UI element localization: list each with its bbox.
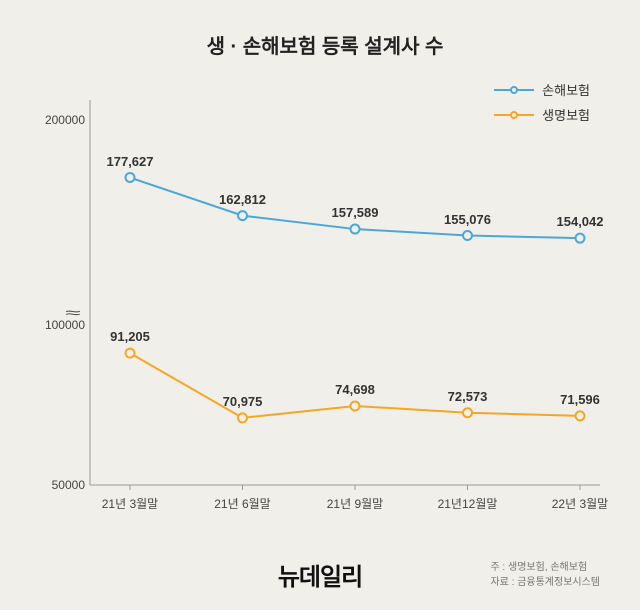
data-point-label: 70,975 [223, 394, 263, 409]
chart-title: 생 · 손해보험 등록 설계사 수 [50, 30, 600, 59]
legend-label-nonlife: 손해보험 [542, 80, 590, 99]
data-point-label: 177,627 [107, 154, 154, 169]
x-axis-tick: 21년 6월말 [192, 495, 294, 512]
y-axis-tick: 100000 [35, 318, 85, 332]
data-point-label: 154,042 [557, 214, 604, 229]
data-point-label: 157,589 [332, 205, 379, 220]
data-point-label: 72,573 [448, 389, 488, 404]
footer-note-2: 자료 : 금융통계정보시스템 [490, 575, 600, 590]
legend-swatch-nonlife [494, 89, 534, 91]
legend-item-nonlife: 손해보험 [494, 80, 590, 99]
footer-note-1: 주 : 생명보험, 손해보험 [490, 560, 600, 575]
axis-break-icon: ≈ [65, 305, 77, 321]
data-point-label: 155,076 [444, 212, 491, 227]
plot-area: 50000100000200000≈21년 3월말21년 6월말21년 9월말2… [90, 100, 600, 485]
y-axis-tick: 200000 [35, 113, 85, 127]
data-point-label: 71,596 [560, 392, 600, 407]
x-axis-tick: 21년 3월말 [79, 495, 181, 512]
publisher-logo: 뉴데일리 [278, 557, 362, 592]
data-point-label: 91,205 [110, 329, 150, 344]
x-axis-tick: 22년 3월말 [529, 495, 631, 512]
x-axis-tick: 21년 9월말 [304, 495, 406, 512]
chart-container: 생 · 손해보험 등록 설계사 수 손해보험 생명보험 500001000002… [0, 0, 640, 610]
footer-notes: 주 : 생명보험, 손해보험 자료 : 금융통계정보시스템 [490, 560, 600, 590]
data-point-label: 162,812 [219, 192, 266, 207]
plot-svg [90, 100, 600, 485]
y-axis-tick: 50000 [35, 478, 85, 492]
data-point-label: 74,698 [335, 382, 375, 397]
x-axis-tick: 21년12월말 [417, 495, 519, 512]
